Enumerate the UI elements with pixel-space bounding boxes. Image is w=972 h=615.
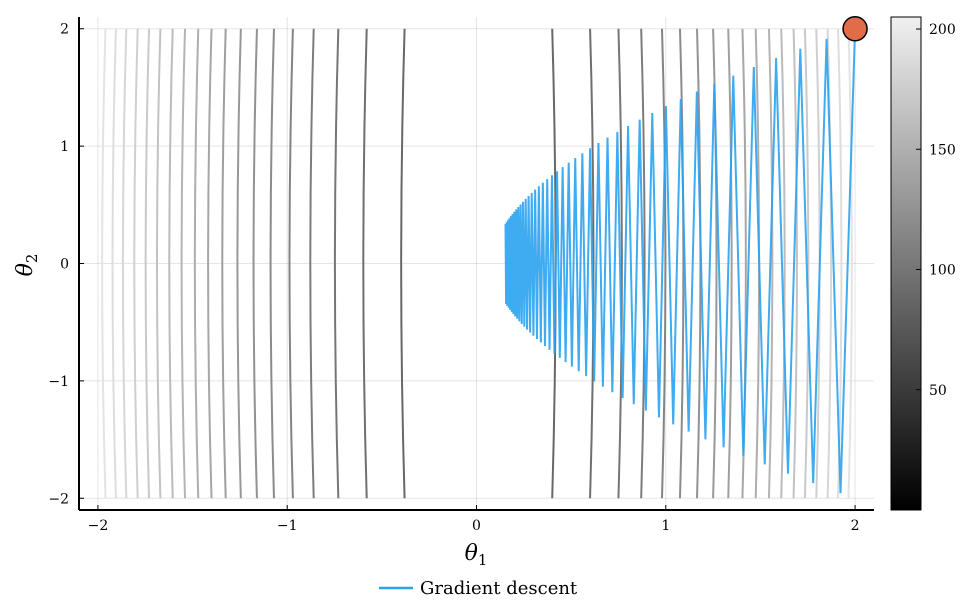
x-tick-label: −2 <box>88 518 109 534</box>
contour-line <box>288 28 294 499</box>
colorbar-tick-label: 50 <box>929 383 947 399</box>
y-tick-labels: −2 −1 0 1 2 <box>48 22 69 508</box>
x-axis-title: θ1 <box>465 541 488 569</box>
contour-line <box>727 28 733 499</box>
contour-line <box>400 28 406 499</box>
x-tick-labels: −2 −1 0 1 2 <box>88 518 860 534</box>
legend-label: Gradient descent <box>420 578 578 599</box>
contour-line <box>133 28 139 499</box>
contour-line <box>792 28 798 499</box>
contour-line <box>589 28 595 499</box>
contour-line <box>207 28 213 499</box>
contour-line <box>362 28 368 499</box>
contour-line <box>221 28 227 499</box>
gradient-descent-line <box>504 28 857 494</box>
contour-line <box>236 28 242 499</box>
x-tick-label: −1 <box>277 518 298 534</box>
colorbar-tick-label: 150 <box>929 142 956 158</box>
colorbar-tick-label: 100 <box>929 263 956 279</box>
x-tick-label: 2 <box>851 518 860 534</box>
contour-line <box>780 28 786 499</box>
contour-line <box>111 28 117 499</box>
contour-line <box>847 28 853 499</box>
contour-line <box>269 28 275 499</box>
contour-line <box>803 28 810 499</box>
contour-line <box>155 28 162 499</box>
y-tick-label: 2 <box>60 22 69 38</box>
colorbar-ticks: 50 100 150 200 <box>916 22 956 399</box>
colorbar <box>890 16 922 511</box>
contour-line <box>180 28 186 499</box>
contour-line <box>101 28 107 499</box>
contour-line <box>678 28 685 499</box>
y-tick-label: −1 <box>48 374 69 390</box>
contour-line <box>309 28 315 499</box>
contour-line <box>193 28 200 499</box>
x-tick-label: 0 <box>472 518 481 534</box>
colorbar-tick-label: 200 <box>929 22 956 38</box>
contour-line <box>252 28 258 499</box>
contour-line <box>661 28 667 499</box>
x-tick-label: 1 <box>661 518 670 534</box>
contour-line <box>121 28 128 499</box>
y-axis-title: θ2 <box>13 254 41 277</box>
y-tick-label: −2 <box>48 491 69 507</box>
y-tick-label: 1 <box>60 139 69 155</box>
legend: Gradient descent <box>379 578 578 599</box>
contour-line <box>168 28 174 499</box>
start-marker-layer <box>842 15 868 42</box>
contour-line <box>640 28 646 499</box>
contour-line <box>144 28 151 499</box>
contour-line <box>617 28 623 499</box>
y-tick-label: 0 <box>60 257 69 273</box>
axes <box>78 17 874 511</box>
start-point-marker <box>842 15 868 42</box>
contour-line <box>333 28 340 499</box>
gradient-descent-path <box>504 28 857 494</box>
contour-line <box>767 28 774 499</box>
